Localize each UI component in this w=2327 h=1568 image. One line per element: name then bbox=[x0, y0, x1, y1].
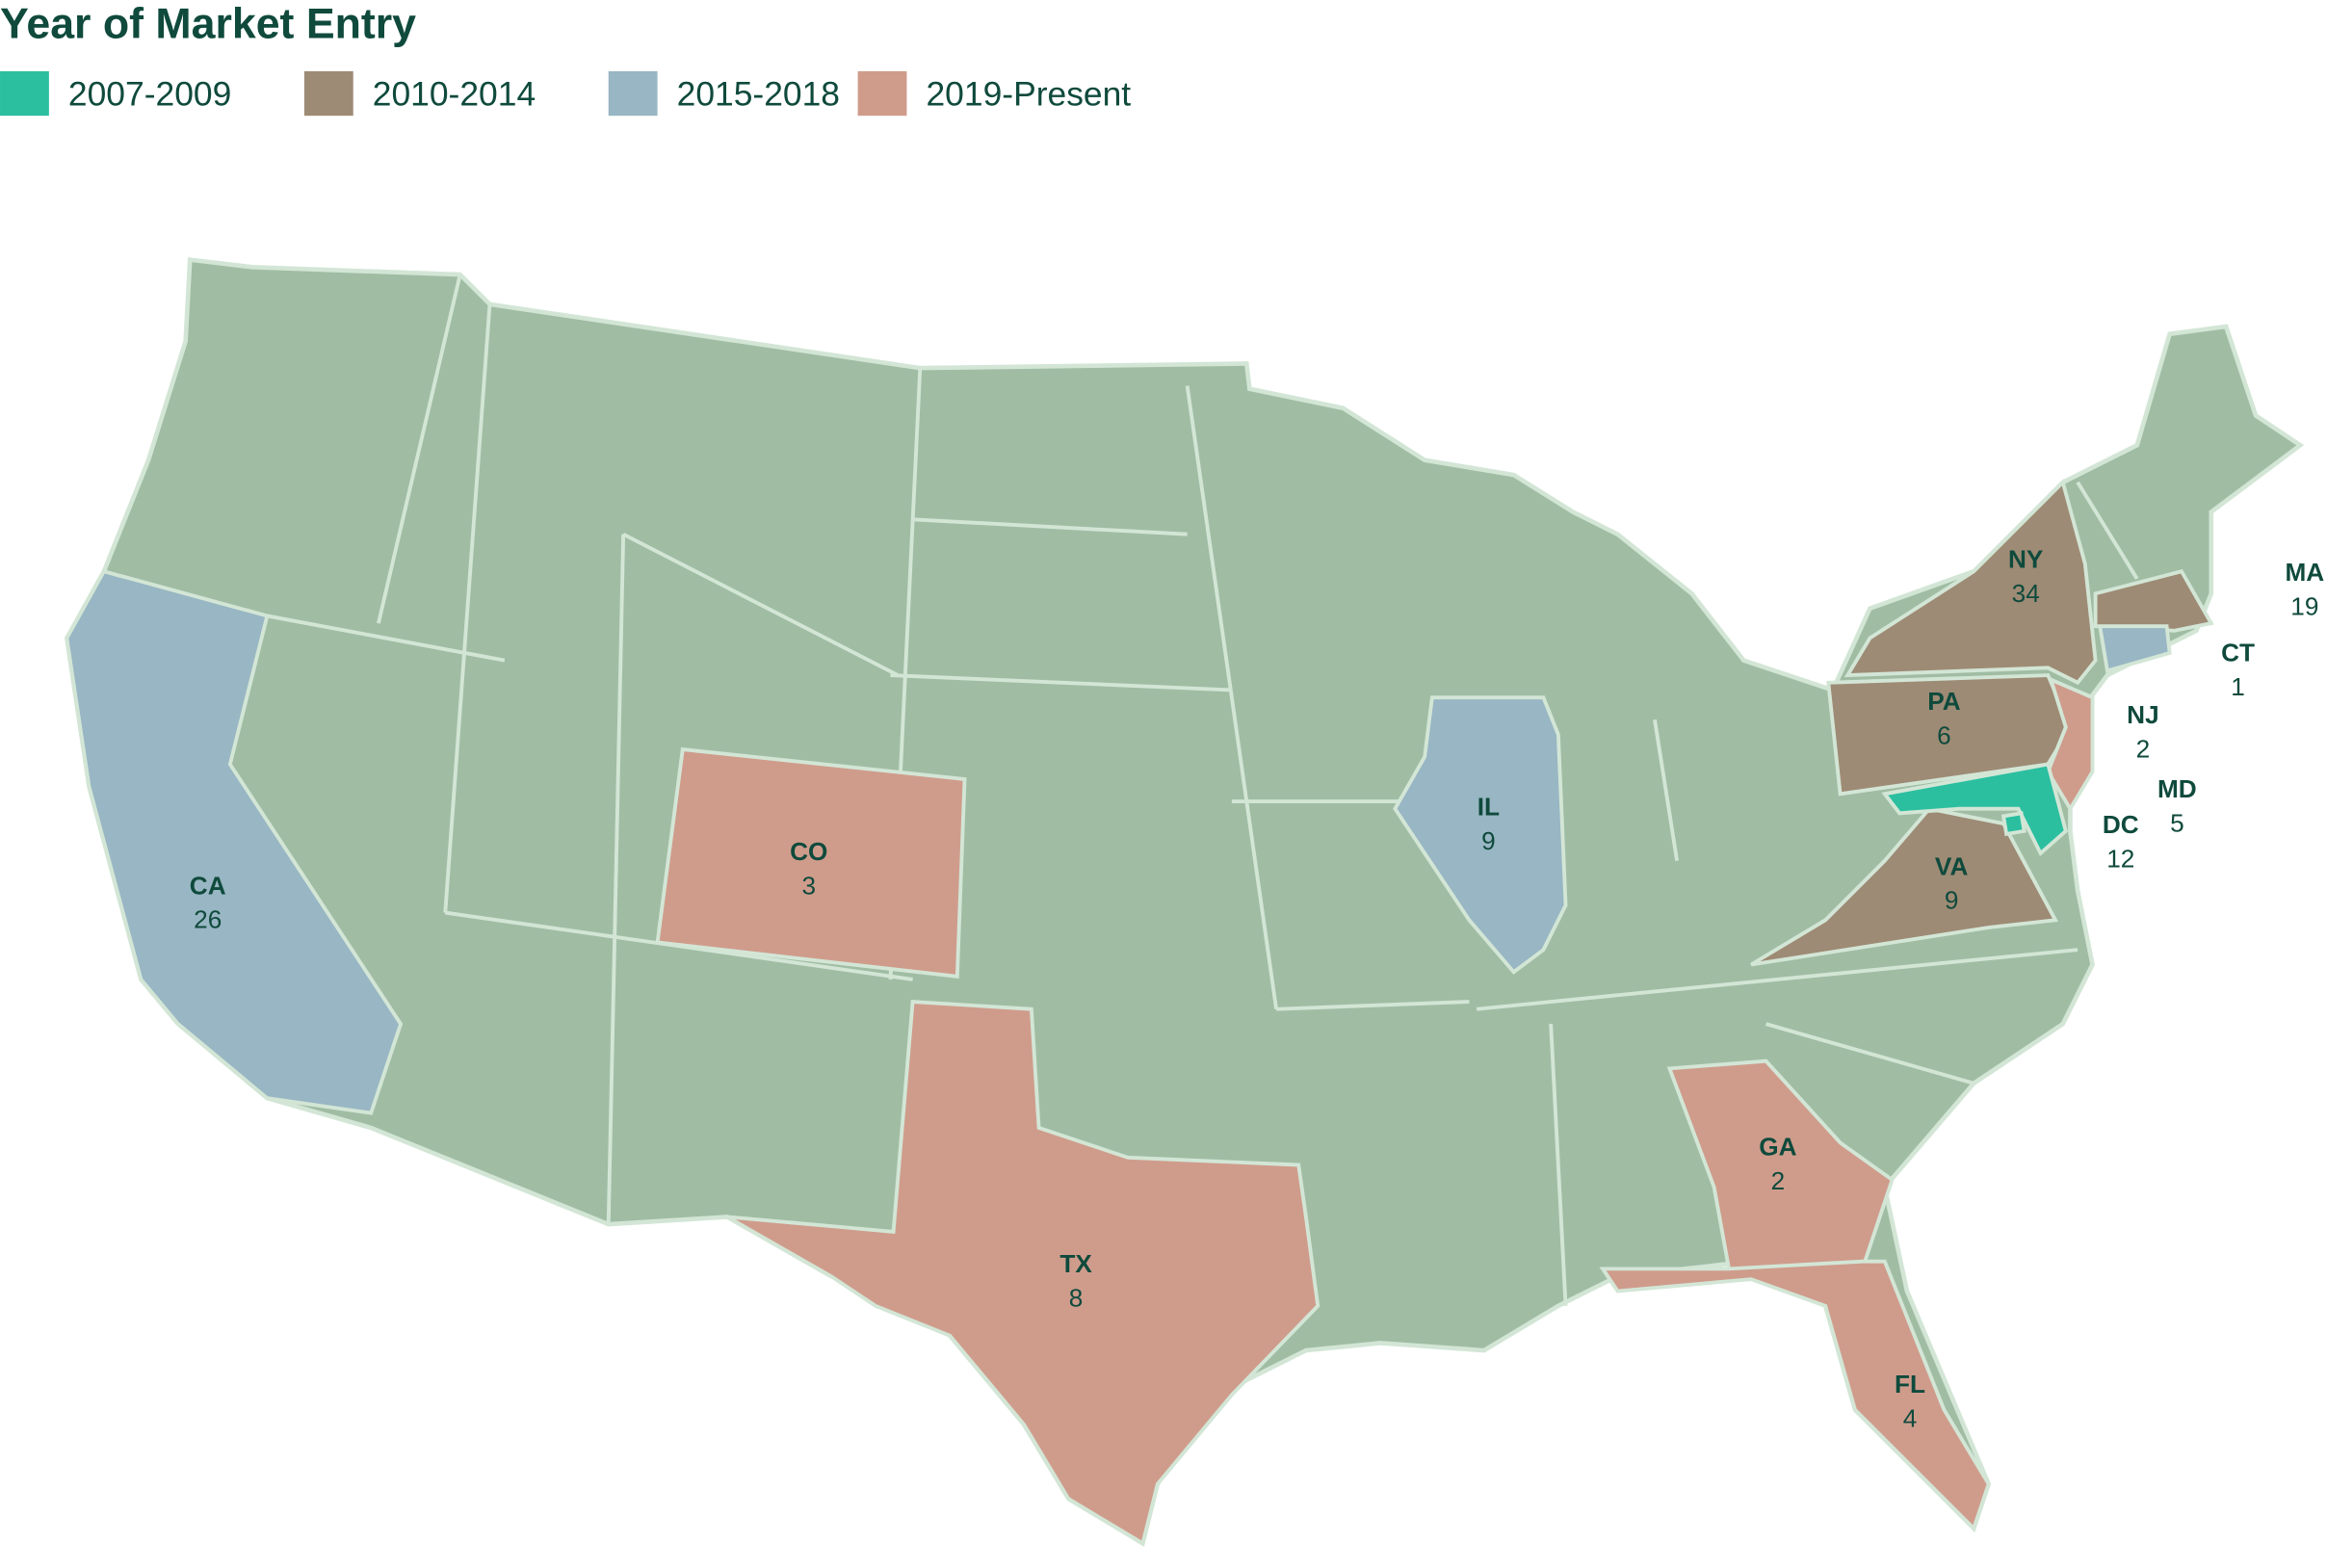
state-border bbox=[1476, 948, 2079, 1011]
map-title: Year of Market Entry bbox=[0, 1, 416, 48]
state-shape bbox=[1666, 1058, 1895, 1271]
state-shape bbox=[2093, 568, 2214, 633]
legend: 2007-2009 2010-2014 2015-2018 2019-Present bbox=[0, 70, 1131, 117]
legend-label: 2007-2009 bbox=[68, 75, 231, 114]
state-border bbox=[912, 517, 1188, 536]
state-abbr: NY bbox=[2008, 544, 2044, 573]
state-border bbox=[890, 673, 1232, 693]
state-count: 2 bbox=[1771, 1166, 1786, 1195]
state-shape bbox=[1750, 806, 2059, 967]
state-border bbox=[606, 534, 626, 1225]
state-abbr: MA bbox=[2286, 558, 2325, 587]
state-count: 5 bbox=[2170, 809, 2184, 838]
legend-label: 2019-Present bbox=[926, 75, 1131, 114]
state-abbr: GA bbox=[1759, 1132, 1796, 1161]
labels: CA26CO3TX8IL9NY34PA6VA9GA2FL4MA19CT1NJ2M… bbox=[190, 544, 2324, 1432]
state-border bbox=[1276, 1000, 1470, 1011]
state-count: 8 bbox=[1069, 1284, 1084, 1313]
state-border bbox=[1653, 719, 1680, 861]
state-count: 6 bbox=[1937, 721, 1951, 750]
state-shape bbox=[1393, 695, 1568, 975]
states bbox=[65, 479, 2214, 1547]
legend-swatch bbox=[0, 70, 49, 117]
state-count: 34 bbox=[2012, 579, 2040, 608]
state-abbr: IL bbox=[1477, 793, 1500, 822]
state-shape bbox=[655, 746, 967, 979]
state-abbr: CT bbox=[2221, 638, 2255, 666]
state-shape bbox=[2000, 811, 2026, 837]
legend-swatch bbox=[303, 70, 353, 117]
state-shape bbox=[2097, 624, 2172, 673]
state-border bbox=[1549, 1024, 1568, 1306]
state-abbr: PA bbox=[1927, 687, 1961, 716]
state-shape bbox=[726, 999, 1320, 1547]
state-border bbox=[622, 532, 900, 677]
state-count: 2 bbox=[2136, 735, 2151, 764]
state-border bbox=[2076, 481, 2139, 580]
state-count: 1 bbox=[2231, 672, 2245, 701]
state-count: 12 bbox=[2106, 845, 2134, 874]
state-count: 9 bbox=[1945, 886, 1959, 915]
state-abbr: VA bbox=[1935, 851, 1969, 880]
legend-swatch bbox=[608, 70, 658, 117]
state-shape bbox=[1881, 762, 2068, 857]
state-abbr: CO bbox=[790, 837, 827, 866]
state-border bbox=[1185, 385, 1279, 1010]
state-count: 19 bbox=[2290, 592, 2318, 621]
state-abbr: CA bbox=[190, 871, 226, 900]
state-shape bbox=[1843, 479, 2098, 686]
state-count: 3 bbox=[801, 871, 816, 900]
state-abbr: FL bbox=[1895, 1370, 1925, 1398]
state-border bbox=[1765, 1022, 1974, 1085]
state-count: 26 bbox=[194, 905, 222, 934]
state-shape bbox=[65, 568, 404, 1115]
state-count: 9 bbox=[1481, 826, 1496, 855]
state-border bbox=[443, 303, 492, 913]
state-border bbox=[377, 274, 462, 624]
legend-label: 2010-2014 bbox=[373, 75, 536, 114]
state-abbr: MD bbox=[2157, 774, 2197, 803]
state-shape bbox=[1599, 1259, 1991, 1532]
legend-label: 2015-2018 bbox=[677, 75, 840, 114]
state-abbr: NJ bbox=[2127, 700, 2158, 729]
state-count: 4 bbox=[1903, 1403, 1918, 1432]
state-shape bbox=[2046, 676, 2095, 813]
state-abbr: DC bbox=[2103, 810, 2139, 839]
state-abbr: TX bbox=[1059, 1249, 1092, 1278]
legend-swatch bbox=[857, 70, 907, 117]
